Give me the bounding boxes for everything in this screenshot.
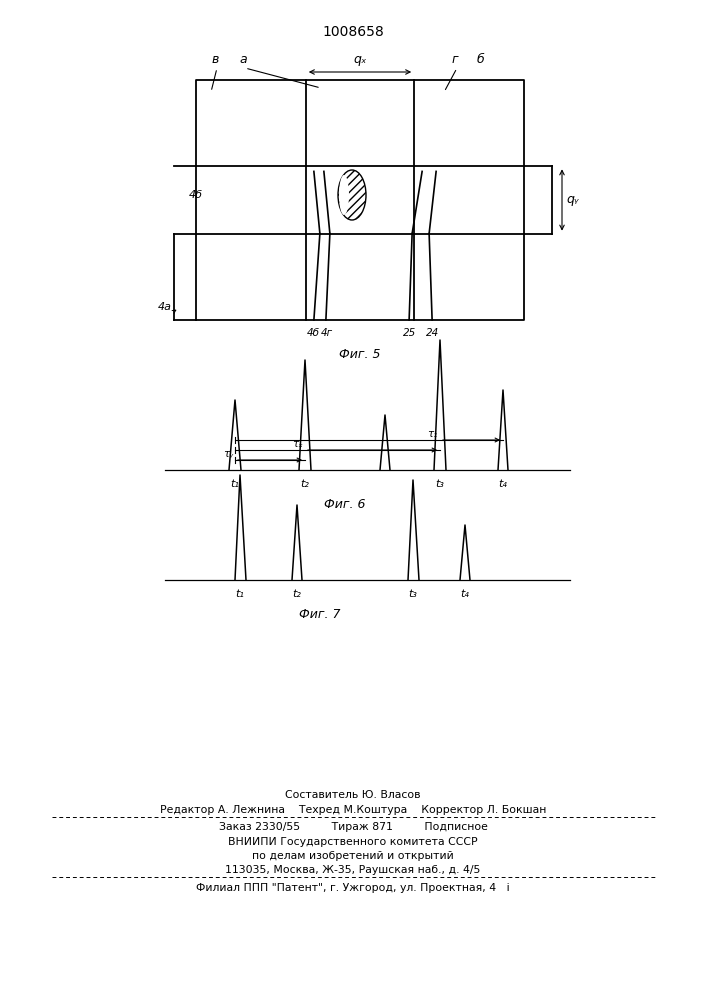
Text: t₃: t₃ xyxy=(436,479,445,489)
Text: 113035, Москва, Ж-35, Раушская наб., д. 4/5: 113035, Москва, Ж-35, Раушская наб., д. … xyxy=(226,865,481,875)
Text: 4б: 4б xyxy=(189,190,203,200)
Text: t₄: t₄ xyxy=(498,479,508,489)
Text: Фиг. 5: Фиг. 5 xyxy=(339,348,381,361)
Text: t₁: t₁ xyxy=(235,589,245,599)
Text: в: в xyxy=(211,53,218,66)
Text: ВНИИПИ Государственного комитета СССР: ВНИИПИ Государственного комитета СССР xyxy=(228,837,478,847)
Text: τ₁: τ₁ xyxy=(428,429,438,439)
Text: t₂: t₂ xyxy=(293,589,301,599)
Text: τₓ: τₓ xyxy=(292,439,303,449)
Ellipse shape xyxy=(338,170,366,220)
Text: Составитель Ю. Власов: Составитель Ю. Власов xyxy=(285,790,421,800)
Text: Фиг. 7: Фиг. 7 xyxy=(299,608,341,621)
Text: τᵧ: τᵧ xyxy=(223,449,233,459)
Text: Заказ 2330/55         Тираж 871         Подписное: Заказ 2330/55 Тираж 871 Подписное xyxy=(218,822,487,832)
Ellipse shape xyxy=(339,175,349,215)
Text: Фиг. 6: Фиг. 6 xyxy=(325,498,366,511)
Text: г: г xyxy=(452,53,458,66)
Text: t₄: t₄ xyxy=(460,589,469,599)
Text: 1008658: 1008658 xyxy=(322,25,384,39)
Text: а: а xyxy=(239,53,247,66)
Text: 25: 25 xyxy=(402,328,416,338)
Text: Редактор А. Лежнина    Техред М.Коштура    Корректор Л. Бокшан: Редактор А. Лежнина Техред М.Коштура Кор… xyxy=(160,805,547,815)
Text: по делам изобретений и открытий: по делам изобретений и открытий xyxy=(252,851,454,861)
Text: qᵧ: qᵧ xyxy=(566,194,578,207)
Text: 4г: 4г xyxy=(321,328,333,338)
Text: б: б xyxy=(476,53,484,66)
Text: t₃: t₃ xyxy=(409,589,417,599)
Text: 4а: 4а xyxy=(158,302,172,312)
Text: 24: 24 xyxy=(426,328,439,338)
Text: Филиал ППП "Патент", г. Ужгород, ул. Проектная, 4   і: Филиал ППП "Патент", г. Ужгород, ул. Про… xyxy=(196,883,510,893)
Text: t₂: t₂ xyxy=(300,479,310,489)
Text: t₁: t₁ xyxy=(230,479,240,489)
Text: 4б: 4б xyxy=(306,328,320,338)
Text: qₓ: qₓ xyxy=(354,53,367,66)
